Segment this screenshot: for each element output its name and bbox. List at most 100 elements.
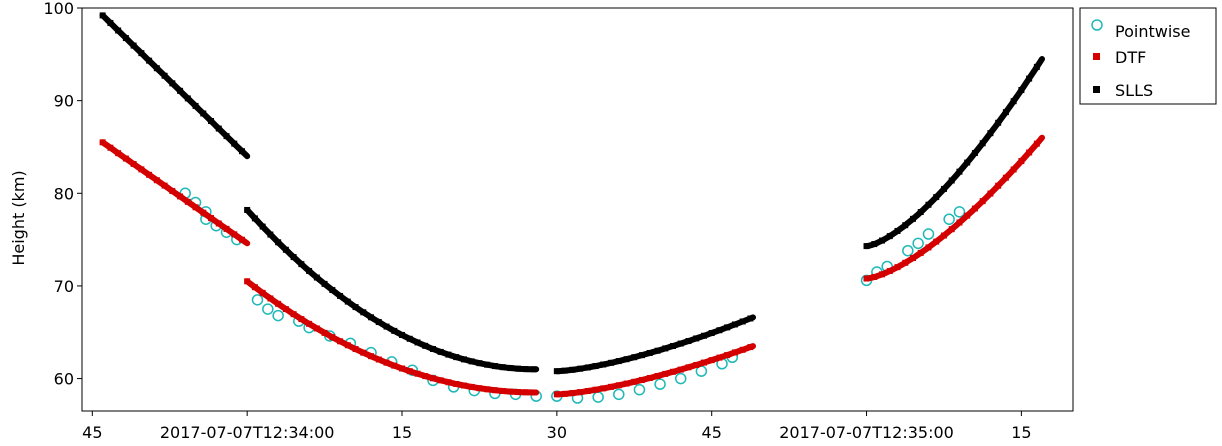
y-tick-label: 70 bbox=[54, 277, 74, 296]
x-tick-label: 15 bbox=[392, 423, 412, 442]
dtf-point bbox=[208, 215, 215, 222]
legend-marker-slls bbox=[1093, 86, 1100, 93]
dtf-point bbox=[107, 144, 114, 151]
slls-point bbox=[522, 366, 529, 373]
slls-point bbox=[948, 177, 955, 184]
dtf-point bbox=[422, 373, 429, 380]
slls-point bbox=[460, 356, 467, 363]
dtf-point bbox=[747, 344, 754, 351]
dtf-point bbox=[460, 382, 467, 389]
dtf-point bbox=[453, 380, 460, 387]
slls-point bbox=[244, 206, 251, 213]
slls-point bbox=[267, 231, 274, 238]
slls-point bbox=[902, 222, 909, 229]
dtf-point bbox=[894, 264, 901, 271]
slls-point bbox=[251, 215, 258, 222]
dtf-segment bbox=[863, 134, 1045, 282]
y-axis-label: Height (km) bbox=[9, 170, 28, 265]
slls-point bbox=[146, 57, 153, 64]
slls-point bbox=[282, 246, 289, 253]
dtf-point bbox=[267, 295, 274, 302]
pointwise-point bbox=[902, 244, 914, 257]
dtf-point bbox=[368, 353, 375, 360]
dtf-point bbox=[239, 236, 246, 243]
dtf-point bbox=[863, 275, 870, 282]
slls-point bbox=[584, 364, 591, 371]
dtf-point bbox=[608, 383, 615, 390]
slls-point bbox=[553, 368, 560, 375]
dtf-point bbox=[231, 231, 238, 238]
slls-point bbox=[724, 324, 731, 331]
slls-point bbox=[654, 347, 661, 354]
dtf-point bbox=[677, 366, 684, 373]
slls-point bbox=[231, 140, 238, 147]
slls-point bbox=[964, 159, 971, 166]
slls-point bbox=[352, 304, 359, 311]
slls-point bbox=[716, 327, 723, 334]
slls-point bbox=[561, 367, 568, 374]
dtf-point bbox=[337, 338, 344, 345]
slls-point bbox=[169, 80, 176, 87]
slls-point bbox=[747, 315, 754, 322]
dtf-point bbox=[429, 375, 436, 382]
slls-point bbox=[863, 243, 870, 250]
dtf-point bbox=[909, 255, 916, 262]
dtf-point bbox=[956, 219, 963, 226]
plot-marks bbox=[99, 12, 1045, 404]
pointwise-point bbox=[262, 303, 274, 315]
slls-point bbox=[1018, 87, 1025, 94]
dtf-point bbox=[476, 385, 483, 392]
dtf-point bbox=[700, 359, 707, 366]
slls-point bbox=[208, 118, 215, 125]
dtf-point bbox=[669, 368, 676, 375]
dtf-point bbox=[391, 362, 398, 369]
slls-point bbox=[491, 363, 498, 370]
dtf-point bbox=[153, 177, 160, 184]
dtf-point bbox=[499, 387, 506, 394]
slls-point bbox=[871, 241, 878, 248]
dtf-point bbox=[685, 364, 692, 371]
dtf-point bbox=[244, 278, 251, 285]
dtf-point bbox=[1010, 166, 1017, 173]
slls-point bbox=[192, 102, 199, 109]
dtf-point bbox=[360, 349, 367, 356]
dtf-point bbox=[161, 182, 168, 189]
slls-point bbox=[239, 148, 246, 155]
dtf-point bbox=[654, 373, 661, 380]
slls-point bbox=[321, 280, 328, 287]
slls-point bbox=[391, 327, 398, 334]
slls-point bbox=[569, 366, 576, 373]
dtf-point bbox=[584, 388, 591, 395]
y-tick-label: 100 bbox=[43, 0, 74, 18]
slls-point bbox=[577, 365, 584, 372]
pointwise-point bbox=[912, 237, 924, 250]
pointwise-point bbox=[953, 206, 966, 218]
x-tick-label: 2017-07-07T12:34:00 bbox=[160, 423, 335, 442]
slls-point bbox=[115, 27, 122, 34]
slls-point bbox=[739, 318, 746, 325]
dtf-point bbox=[290, 311, 297, 318]
dtf-point bbox=[491, 387, 498, 394]
slls-point bbox=[909, 215, 916, 222]
dtf-point bbox=[879, 271, 886, 278]
pointwise-point bbox=[613, 388, 625, 401]
dtf-point bbox=[282, 306, 289, 313]
slls-point bbox=[886, 233, 893, 240]
dtf-point bbox=[275, 300, 282, 307]
pointwise-point bbox=[251, 294, 264, 306]
y-axis: 60 70 80 90 100 bbox=[43, 0, 82, 389]
slls-point bbox=[107, 19, 114, 26]
slls-point bbox=[1033, 63, 1040, 70]
slls-point bbox=[677, 340, 684, 347]
dtf-point bbox=[306, 320, 313, 327]
dtf-point bbox=[995, 182, 1002, 189]
plot-frame bbox=[81, 7, 1074, 412]
slls-point bbox=[468, 358, 475, 365]
dtf-point bbox=[484, 386, 491, 393]
dtf-point bbox=[948, 226, 955, 233]
slls-point bbox=[437, 348, 444, 355]
dtf-point bbox=[724, 352, 731, 359]
dtf-point bbox=[708, 357, 715, 364]
pointwise-point bbox=[654, 378, 666, 390]
